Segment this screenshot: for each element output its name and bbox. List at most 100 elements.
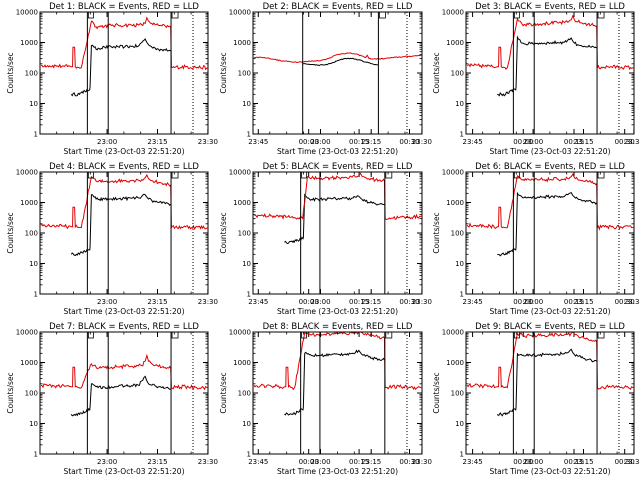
lld-series-line (253, 332, 422, 391)
lld-series-line (466, 173, 634, 231)
y-tick-label: 1000 (20, 199, 38, 207)
x-tick-label: 23:00 (97, 298, 117, 306)
chart-title: Det 2: BLACK = Events, RED = LLD (263, 2, 413, 12)
x-tick-label: 23:30 (412, 458, 432, 466)
chart-panel: 1 10 100 1000 10000 23:00 23:15 23:30 23:45 00:00… (6, 322, 420, 476)
y-tick-label: 100 (25, 390, 38, 398)
chart-title: Det 7: BLACK = Events, RED = LLD (49, 322, 199, 332)
marker-box (87, 11, 94, 19)
y-tick-label: 10000 (442, 9, 464, 17)
lld-series-line (253, 172, 422, 221)
x-tick-label: 00:15 (349, 138, 369, 146)
x-tick-label: 23:30 (624, 458, 640, 466)
y-tick-label: 1 (247, 131, 251, 139)
x-axis-label: Start Time (23-Oct-03 22:51:20) (63, 147, 184, 156)
x-tick-label: 23:30 (624, 138, 640, 146)
marker-box (597, 11, 605, 19)
chart-panel: 1 10 100 1000 10000 23:00 23:15 23:30 23:45 00:00… (6, 162, 420, 316)
x-axis-label: Start Time (23-Oct-03 22:51:20) (277, 147, 398, 156)
x-tick-label: 23:30 (198, 458, 218, 466)
x-tick-label: 00:15 (564, 298, 584, 306)
y-tick-label: 100 (25, 70, 38, 78)
y-tick-label: 1000 (20, 359, 38, 367)
y-tick-label: 10 (455, 420, 464, 428)
y-axis-label: Counts/sec (6, 52, 15, 93)
y-tick-label: 100 (451, 230, 464, 238)
lld-series-line (466, 14, 634, 71)
y-tick-label: 1 (460, 451, 464, 459)
y-tick-label: 1 (34, 451, 38, 459)
x-tick-label: 23:00 (310, 298, 330, 306)
chart-panel: 1 10 100 1000 10000 23:00 23:15 23:30 23:45 00:00… (6, 2, 420, 156)
y-tick-label: 10 (29, 100, 38, 108)
x-tick-label: 23:30 (198, 138, 218, 146)
x-tick-label: 00:00 (513, 138, 533, 146)
x-tick-label: 23:00 (523, 138, 543, 146)
marker-box (385, 331, 393, 339)
x-tick-label: 23:30 (412, 298, 432, 306)
x-tick-label: 23:15 (573, 298, 593, 306)
y-tick-label: 100 (238, 230, 251, 238)
y-tick-label: 10 (29, 420, 38, 428)
y-tick-label: 1 (247, 291, 251, 299)
x-tick-label: 00:15 (349, 298, 369, 306)
chart-title: Det 1: BLACK = Events, RED = LLD (49, 2, 199, 12)
chart-panel: 1 10 100 1000 10000 23:00 23:15 23:30 23:45 00:00… (219, 162, 635, 316)
y-axis-label: Counts/sec (219, 372, 228, 413)
x-tick-label: 23:15 (361, 298, 381, 306)
plot-frame (465, 11, 635, 135)
x-tick-label: 23:45 (462, 458, 482, 466)
plot-frame (465, 171, 635, 295)
events-series-line (70, 193, 172, 257)
x-tick-label: 00:30 (399, 138, 419, 146)
y-tick-label: 100 (25, 230, 38, 238)
x-tick-label: 00:00 (299, 458, 319, 466)
x-tick-label: 00:00 (299, 138, 319, 146)
y-tick-label: 100 (238, 70, 251, 78)
plot-frame (465, 331, 635, 455)
y-axis-label: Counts/sec (432, 372, 441, 413)
x-axis-label: Start Time (23-Oct-03 22:51:20) (489, 147, 610, 156)
events-series-line (284, 193, 385, 245)
chart-title: Det 9: BLACK = Events, RED = LLD (475, 322, 625, 332)
marker-box (171, 11, 179, 19)
y-axis-label: Counts/sec (219, 212, 228, 253)
marker-box (597, 331, 605, 339)
x-tick-label: 00:30 (399, 458, 419, 466)
x-axis-label: Start Time (23-Oct-03 22:51:20) (277, 307, 398, 316)
x-tick-label: 00:15 (564, 458, 584, 466)
x-tick-label: 23:45 (248, 458, 268, 466)
x-tick-label: 23:00 (523, 458, 543, 466)
x-tick-label: 23:00 (310, 138, 330, 146)
y-tick-label: 1000 (446, 359, 464, 367)
y-tick-label: 10000 (442, 169, 464, 177)
x-tick-label: 00:15 (564, 138, 584, 146)
plot-frame (252, 171, 423, 295)
x-tick-label: 23:45 (462, 298, 482, 306)
events-series-line (284, 349, 385, 416)
chart-panel: 1 10 100 1000 10000 23:00 23:15 23:30 23:45 00:00… (432, 162, 640, 316)
x-tick-label: 00:00 (513, 298, 533, 306)
x-tick-label: 23:15 (147, 298, 167, 306)
x-axis-label: Start Time (23-Oct-03 22:51:20) (489, 307, 610, 316)
x-axis-label: Start Time (23-Oct-03 22:51:20) (277, 467, 398, 476)
y-axis-label: Counts/sec (432, 212, 441, 253)
y-tick-label: 10000 (229, 169, 251, 177)
x-tick-label: 00:30 (615, 298, 635, 306)
x-tick-label: 23:45 (248, 138, 268, 146)
y-tick-label: 1000 (233, 39, 251, 47)
y-tick-label: 100 (238, 390, 251, 398)
chart-panel: 1 10 100 1000 10000 23:00 23:15 23:30 23:45 00:00… (432, 2, 640, 156)
y-tick-label: 1 (247, 451, 251, 459)
y-tick-label: 1000 (446, 39, 464, 47)
y-tick-label: 10 (242, 260, 251, 268)
plot-frame (252, 11, 423, 135)
y-axis-label: Counts/sec (6, 372, 15, 413)
lld-series-line (40, 16, 208, 71)
x-tick-label: 23:00 (523, 298, 543, 306)
chart-panel: 1 10 100 1000 10000 23:00 23:15 23:30 23:45 00:00… (432, 322, 640, 476)
y-tick-label: 10000 (442, 329, 464, 337)
marker-box (597, 171, 605, 179)
x-axis-label: Start Time (23-Oct-03 22:51:20) (489, 467, 610, 476)
